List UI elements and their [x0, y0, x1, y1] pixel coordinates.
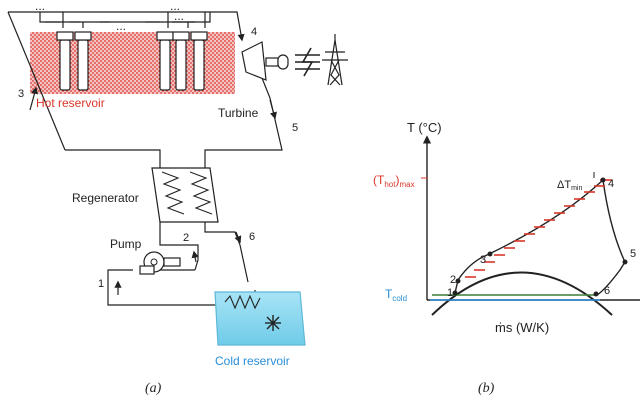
ellipsis-top-right-2: ... [174, 9, 184, 23]
ts-point-6: 6 [604, 285, 610, 297]
caption-a: (a) [145, 381, 162, 396]
cycle-diagram: ... ... ... ... [8, 0, 348, 396]
state-label-6: 6 [249, 231, 255, 243]
ts-point-4: 4 [608, 178, 614, 190]
lightning-icon [295, 48, 320, 76]
regenerator-label: Regenerator [72, 191, 139, 205]
state-label-5: 5 [292, 122, 298, 134]
x-axis-label: ṁs (W/K) [495, 320, 549, 335]
t-hot-max-label: (Thot)max [373, 173, 415, 189]
ts-point-2: 2 [450, 274, 456, 286]
pump-label: Pump [110, 237, 142, 251]
t-cold-label: Tcold [385, 287, 407, 303]
ellipsis-middle: ... [116, 19, 126, 33]
pump [140, 252, 180, 274]
hot-reservoir-label: Hot reservoir [36, 96, 105, 110]
caption-b: (b) [478, 381, 495, 396]
flow-arrow-2 [194, 252, 196, 262]
y-axis-label: T (°C) [407, 120, 442, 135]
cold-reservoir-label: Cold reservoir [215, 354, 290, 368]
cold-reservoir [215, 292, 305, 345]
ts-point-5: 5 [630, 248, 636, 260]
state-points [453, 178, 628, 297]
ts-diagram: T (°C) ṁs (W/K) (Thot)max Tcold [373, 120, 640, 396]
hot-source-dashes [465, 180, 612, 277]
turbine-label: Turbine [218, 106, 259, 120]
snowflake-icon [265, 315, 281, 331]
state-label-2: 2 [183, 232, 189, 244]
state-label-4: 4 [251, 26, 257, 38]
turbine [242, 42, 288, 80]
state-label-1: 1 [98, 278, 104, 290]
ellipsis-top-left: ... [35, 0, 45, 13]
regenerator [152, 168, 218, 222]
ts-point-3: 3 [480, 254, 486, 266]
state-label-3: 3 [18, 88, 24, 100]
transmission-tower-icon [322, 34, 348, 85]
cycle-curve [455, 180, 625, 295]
ts-point-1: 1 [447, 287, 453, 299]
delta-t-min-label: ΔTmin [557, 179, 582, 192]
flow-arrow-5 [270, 100, 275, 118]
